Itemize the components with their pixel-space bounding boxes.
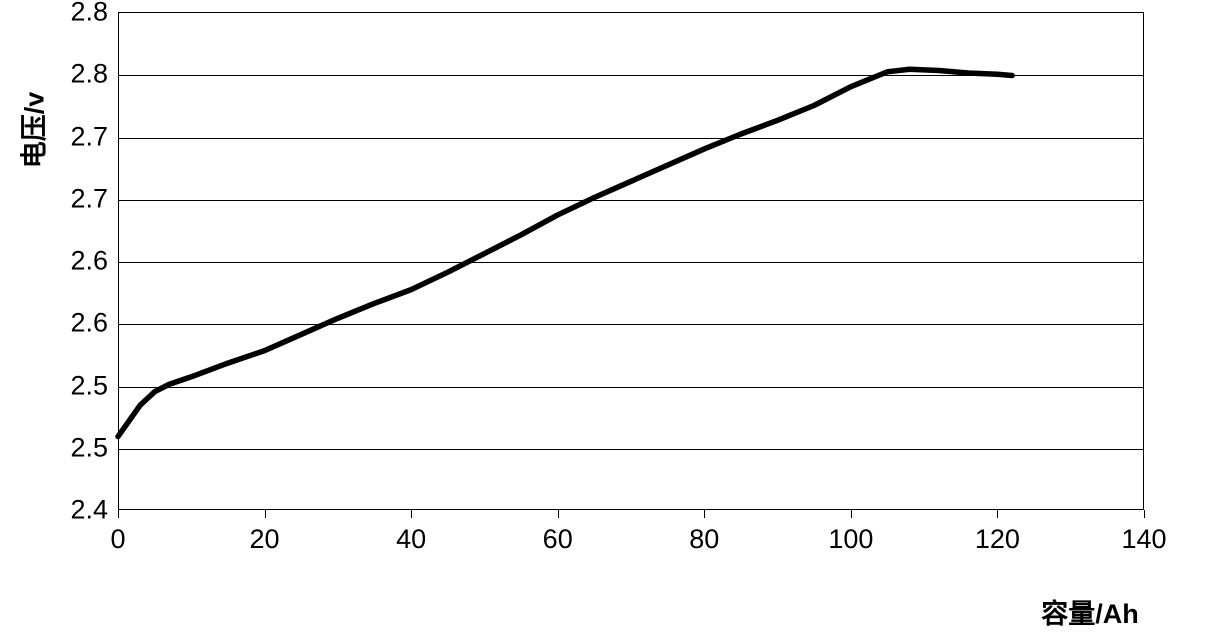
series-line bbox=[118, 69, 1012, 436]
chart-container: 电压/v 容量/Ah 2.42.52.52.62.62.72.72.82.802… bbox=[0, 0, 1216, 632]
line-layer bbox=[0, 0, 1216, 632]
